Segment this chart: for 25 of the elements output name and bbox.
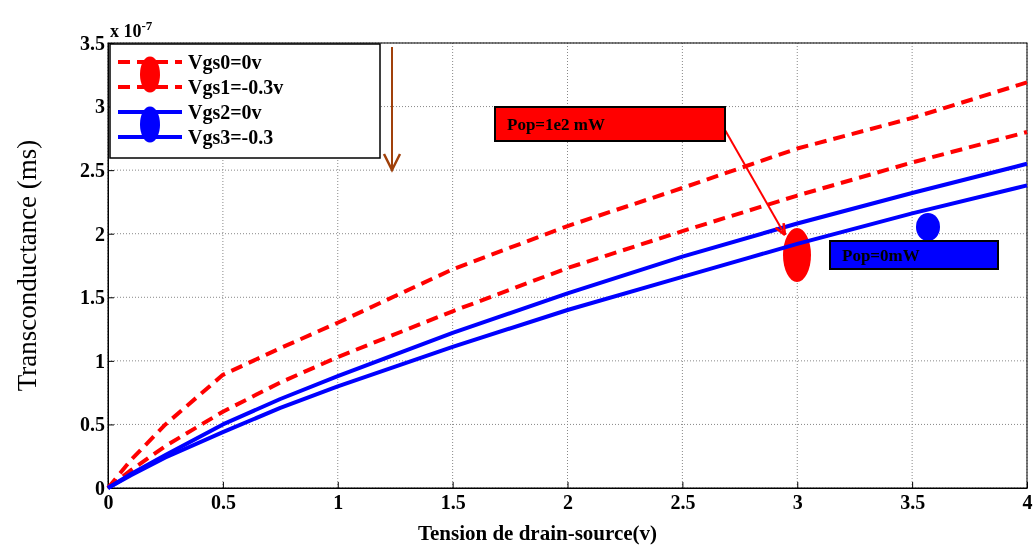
y-tick-label: 1: [95, 349, 105, 372]
annotation: Pop=1e2 mW: [507, 115, 605, 134]
x-tick-label: 1: [333, 491, 344, 513]
y-tick-label: 2: [95, 222, 105, 245]
x-tick-label: 4: [1022, 491, 1033, 513]
text: x 10$^{-7}$: [110, 17, 153, 41]
x-tick-label: 3.5: [900, 491, 926, 513]
y-tick-label: 2.5: [80, 159, 105, 182]
y-axis-title: Transconductance (ms): [12, 139, 42, 392]
x-tick-label: 1.5: [440, 491, 466, 513]
annotation: Pop=0mW: [842, 246, 920, 265]
x-tick-label: 0.5: [210, 491, 236, 513]
legend-label: Vgs0=0v: [188, 51, 262, 74]
legend-label: Vgs1=-0.3v: [188, 76, 284, 99]
y-tick-label: 3.5: [80, 31, 105, 54]
x-tick-label: 2: [563, 491, 573, 513]
y-tick-label: 3: [95, 95, 105, 118]
x-tick-label: 3: [792, 491, 803, 513]
y-tick-label: 0: [95, 476, 105, 499]
x-axis-title: Tension de drain-source(v): [417, 521, 658, 545]
legend-label: Vgs2=0v: [188, 101, 262, 124]
y-tick-label: 1.5: [80, 286, 105, 309]
y-tick-label: 0.5: [80, 413, 105, 436]
legend-label: Vgs3=-0.3: [188, 126, 274, 149]
x-tick-label: 2.5: [670, 491, 696, 513]
